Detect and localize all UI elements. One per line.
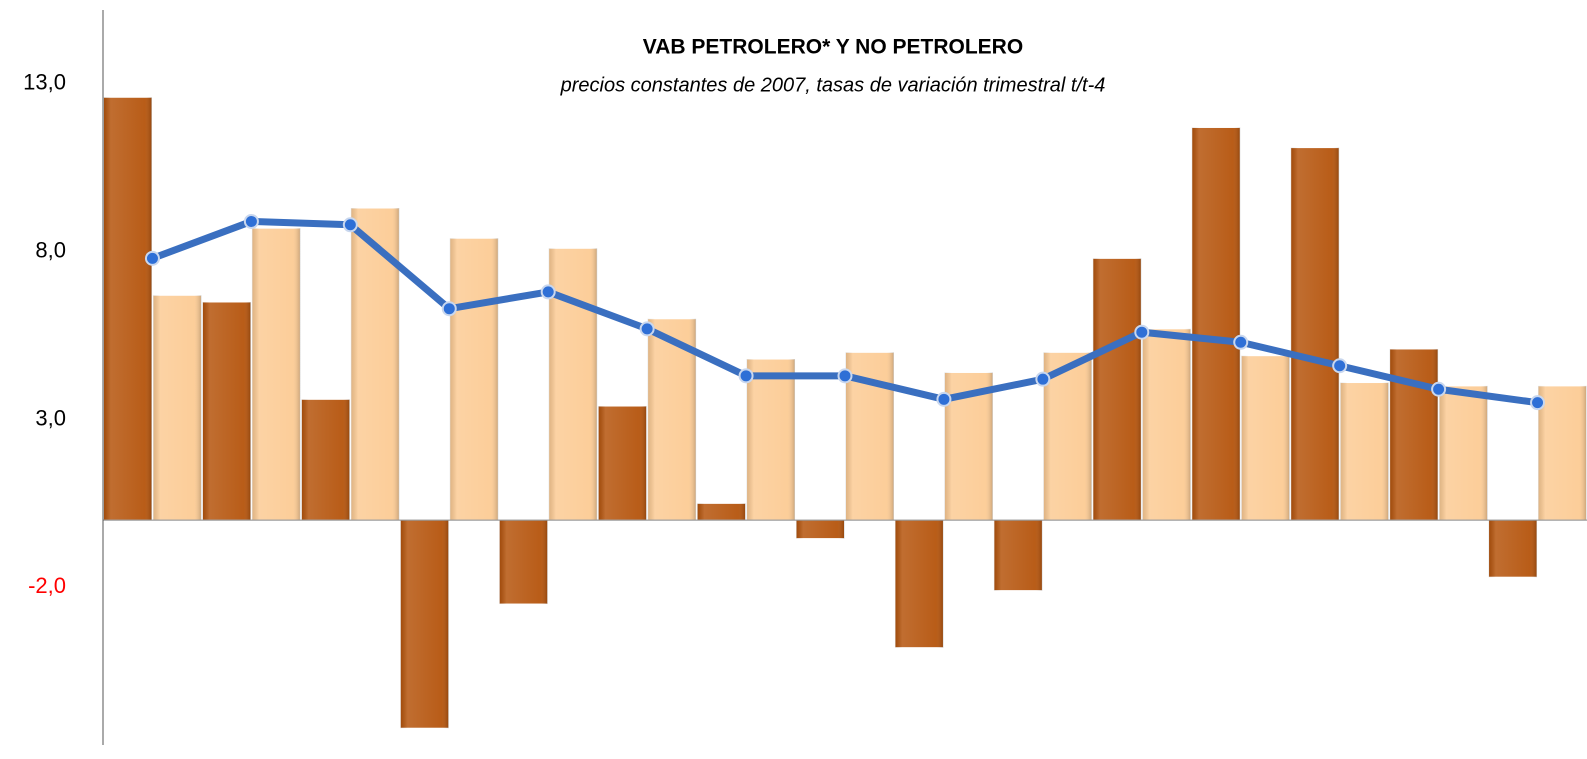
bar-shade — [1142, 328, 1191, 521]
bar-shade — [400, 520, 449, 729]
line-point — [1134, 324, 1150, 340]
bar-shade — [647, 318, 697, 521]
line-point — [144, 250, 160, 266]
line-point — [1431, 381, 1447, 397]
bar-shade — [894, 520, 944, 648]
line-point — [1530, 395, 1546, 411]
bar-shade — [1439, 385, 1488, 521]
bar-shade — [1290, 147, 1340, 521]
line-point — [540, 284, 556, 300]
bar-shade — [499, 520, 548, 605]
bar-shade — [697, 503, 746, 521]
bar-shade — [202, 301, 251, 521]
bar-shade — [350, 208, 400, 521]
bar-shade — [251, 228, 301, 521]
bar-shade — [1488, 520, 1538, 578]
line-point — [1035, 371, 1051, 387]
bar-shade — [1340, 382, 1389, 521]
bar-shade — [796, 520, 845, 539]
y-tick-label: -2,0 — [28, 573, 66, 598]
bar-shade — [1043, 352, 1092, 521]
line-point — [243, 213, 259, 229]
y-tick-label: 13,0 — [23, 70, 66, 95]
y-tick-label: 3,0 — [35, 405, 66, 430]
y-tick-label: 8,0 — [35, 237, 66, 262]
bar-shade — [301, 399, 350, 521]
bar-shade — [598, 406, 647, 521]
line-point — [639, 321, 655, 337]
bar-shade — [1241, 355, 1290, 521]
bar-shade — [1538, 385, 1587, 521]
bar-shade — [152, 295, 202, 521]
bar-shade — [1092, 258, 1142, 521]
line-point — [342, 217, 358, 233]
bar-shade — [449, 238, 499, 521]
bar-shade — [1389, 348, 1439, 521]
line-point — [1332, 358, 1348, 374]
bar-shade — [1191, 127, 1241, 521]
bar-shade — [548, 248, 598, 521]
line-point — [1233, 334, 1249, 350]
line-point — [441, 301, 457, 317]
bar-shade — [103, 97, 152, 521]
bar-shade — [993, 520, 1043, 591]
bar-shade — [746, 359, 796, 521]
chart-subtitle: precios constantes de 2007, tasas de var… — [560, 74, 1106, 96]
chart-title: VAB PETROLERO* Y NO PETROLERO — [643, 36, 1023, 59]
line-point — [738, 368, 754, 384]
line-point — [936, 391, 952, 407]
line-point — [837, 368, 853, 384]
